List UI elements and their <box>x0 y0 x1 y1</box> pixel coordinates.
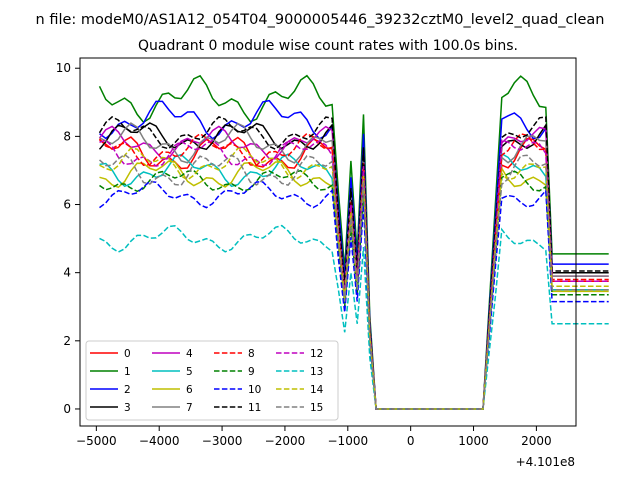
y-tick-label: 0 <box>63 402 71 416</box>
x-tick-label: −5000 <box>76 434 117 448</box>
legend-label-13: 13 <box>310 366 323 378</box>
y-axis-ticks: 0 2 4 6 8 10 <box>56 61 80 416</box>
legend-label-2: 2 <box>124 384 131 396</box>
x-tick-label: −3000 <box>202 434 243 448</box>
x-axis-offset-label: +4.101e8 <box>516 455 575 469</box>
legend-label-15: 15 <box>310 402 323 414</box>
legend-label-4: 4 <box>186 348 193 360</box>
legend-label-8: 8 <box>248 348 255 360</box>
y-tick-label: 6 <box>63 198 71 212</box>
y-tick-label: 8 <box>63 129 71 143</box>
series-line-1 <box>98 74 609 410</box>
x-tick-label: 1000 <box>458 434 489 448</box>
axes-frame <box>79 57 577 427</box>
legend-label-6: 6 <box>186 384 193 396</box>
y-tick-label: 10 <box>56 61 71 75</box>
series-line-10 <box>99 180 609 410</box>
y-tick-label: 4 <box>63 266 71 280</box>
x-tick-label: −1000 <box>328 434 369 448</box>
legend-label-0: 0 <box>124 348 131 360</box>
legend-label-10: 10 <box>248 384 261 396</box>
y-tick-label: 2 <box>63 334 71 348</box>
legend-label-11: 11 <box>248 402 261 414</box>
x-tick-label: 0 <box>407 434 415 448</box>
series-line-13 <box>99 224 609 410</box>
x-axis-ticks: −5000 −4000 −3000 −2000 −1000 0 1000 2000 <box>76 426 552 448</box>
legend-box <box>85 340 339 421</box>
x-tick-label: 2000 <box>521 434 552 448</box>
legend-label-3: 3 <box>124 402 131 414</box>
legend-label-12: 12 <box>310 348 323 360</box>
legend-label-9: 9 <box>248 366 255 378</box>
series-line-11 <box>98 115 609 410</box>
legend-label-5: 5 <box>186 366 193 378</box>
axes-title: Quadrant 0 module wise count rates with … <box>138 38 518 54</box>
legend-label-1: 1 <box>124 366 131 378</box>
legend-label-14: 14 <box>310 384 324 396</box>
series-layer <box>98 74 609 410</box>
x-tick-label: −4000 <box>139 434 180 448</box>
series-line-14 <box>99 147 609 410</box>
x-tick-label: −2000 <box>265 434 306 448</box>
legend-label-7: 7 <box>186 402 193 414</box>
series-line-15 <box>98 153 609 410</box>
figure-suptitle: n file: modeM0/AS1A12_054T04_9000005446_… <box>36 12 605 28</box>
series-line-12 <box>99 139 609 410</box>
